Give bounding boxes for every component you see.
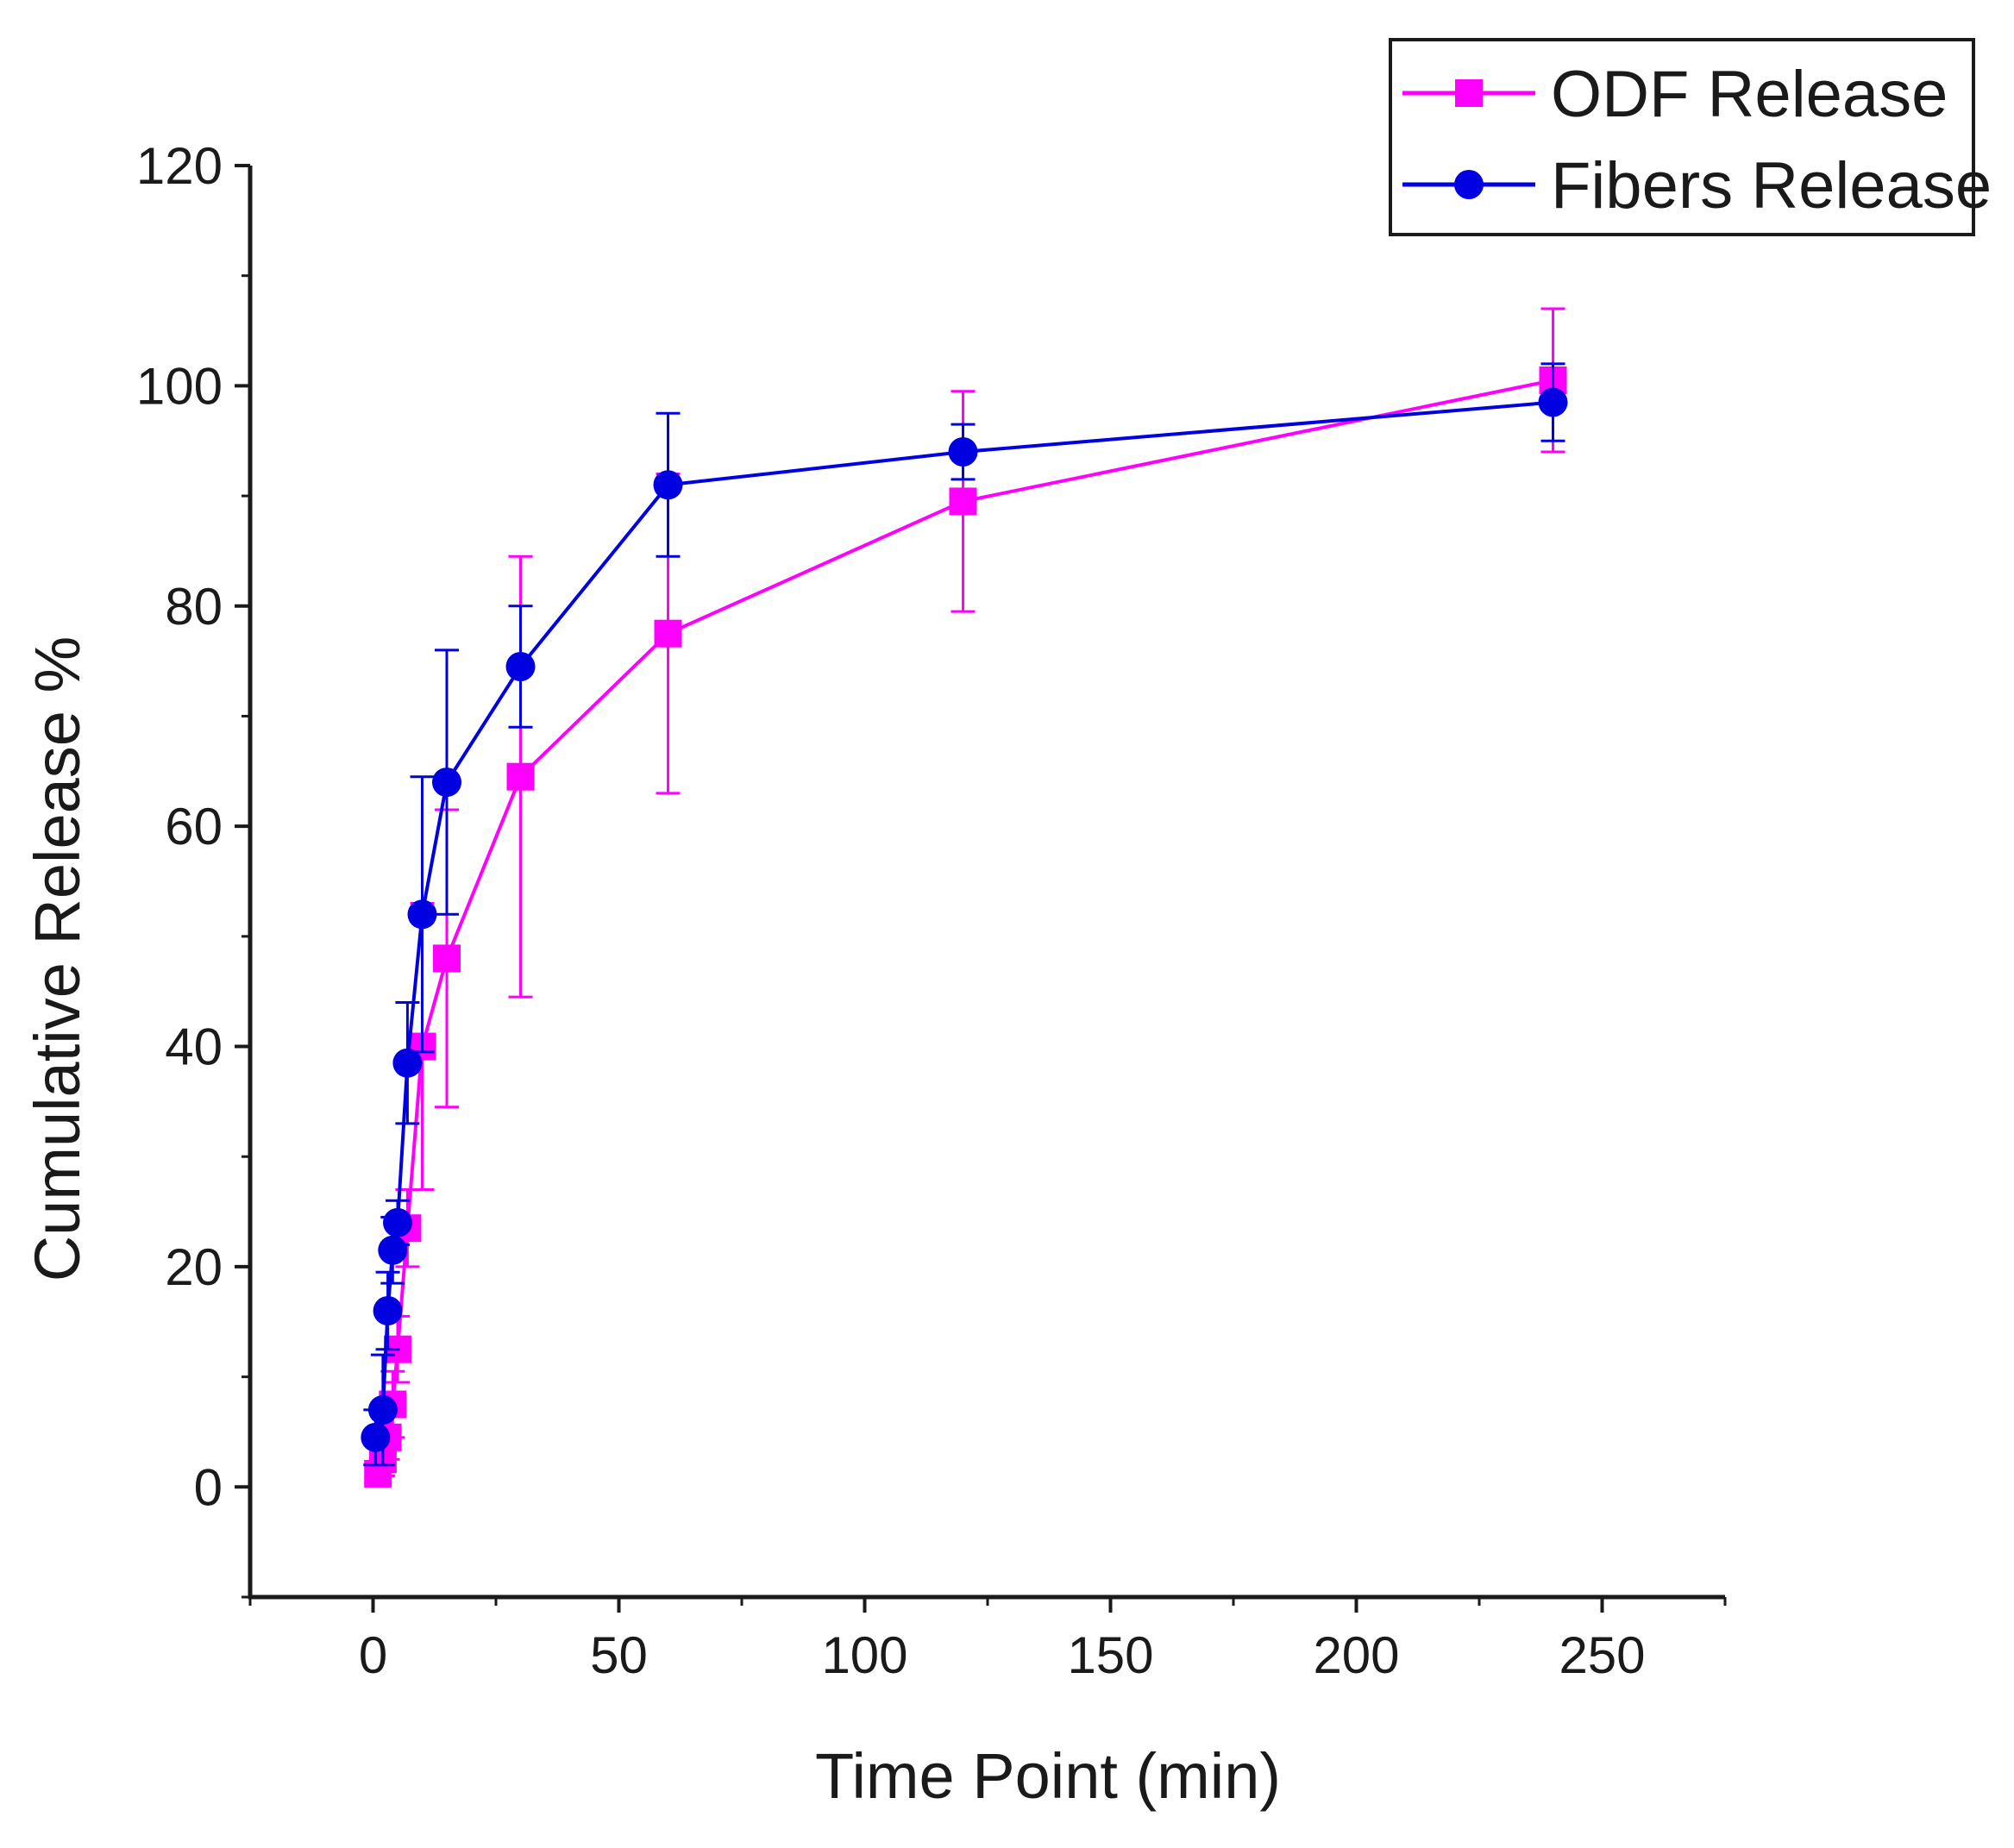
- y-tick-label: 100: [136, 357, 223, 415]
- data-point: [383, 1207, 412, 1237]
- plot-series: [361, 307, 1568, 1488]
- y-tick-label: 80: [165, 578, 223, 636]
- legend-marker: [1454, 170, 1484, 199]
- data-point: [367, 1394, 398, 1425]
- y-tick-label: 120: [136, 137, 223, 195]
- x-tick-label: 250: [1559, 1626, 1645, 1684]
- legend-entries: ODF Release Fibers Release: [1402, 58, 1992, 222]
- legend-entry-odf-release: ODF Release: [1402, 58, 1948, 131]
- data-point: [433, 944, 461, 973]
- series-line: [373, 400, 1553, 1438]
- legend-entry-fibers-release: Fibers Release: [1402, 149, 1992, 222]
- y-tick-label: 0: [194, 1458, 223, 1516]
- data-point: [361, 1422, 391, 1452]
- data-point: [505, 652, 536, 681]
- x-axis-title: Time Point (min): [815, 1740, 1281, 1812]
- data-point: [506, 762, 535, 791]
- legend-label: Fibers Release: [1551, 149, 1992, 222]
- data-point: [378, 1235, 408, 1265]
- legend-marker: [1455, 79, 1483, 107]
- y-axis-title: Cumulative Release %: [22, 636, 93, 1282]
- data-point: [948, 437, 978, 467]
- data-point: [654, 619, 682, 648]
- legend: ODF Release Fibers Release: [1389, 38, 1992, 236]
- ticks: 0 50 100 150 200 250 0 20 40 60 80 100 120: [136, 137, 1727, 1684]
- x-tick-label: 200: [1313, 1626, 1399, 1684]
- data-point: [1538, 387, 1568, 417]
- data-point: [432, 767, 461, 798]
- x-tick-label: 150: [1067, 1626, 1153, 1684]
- x-tick-label: 100: [821, 1626, 907, 1684]
- x-tick-label: 0: [359, 1626, 387, 1684]
- data-point: [407, 899, 437, 930]
- data-point: [392, 1048, 423, 1078]
- data-point: [373, 1296, 403, 1325]
- x-tick-label: 50: [590, 1626, 648, 1684]
- y-tick-label: 60: [165, 798, 223, 855]
- legend-box: [1389, 38, 1975, 236]
- legend-label: ODF Release: [1551, 58, 1948, 131]
- data-point: [949, 487, 977, 516]
- y-tick-label: 40: [165, 1018, 223, 1076]
- y-tick-label: 20: [165, 1238, 223, 1296]
- data-point: [653, 470, 683, 500]
- series-fibers-release: [361, 362, 1568, 1467]
